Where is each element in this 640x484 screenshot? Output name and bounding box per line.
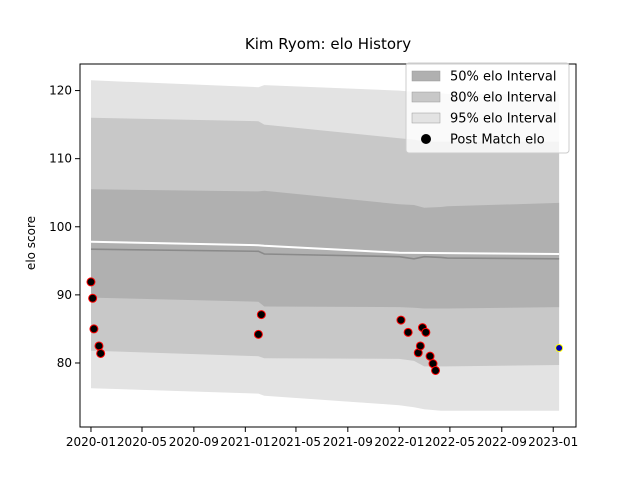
mean-elo-line	[90, 240, 560, 255]
median-elo-line	[90, 248, 560, 260]
chart-title: Kim Ryom: elo History	[245, 35, 411, 53]
legend-label-3: 95% elo Interval	[450, 112, 557, 127]
legend-label-1: 50% elo Interval	[450, 70, 557, 85]
x-tick-label-3: 2020-09	[169, 435, 219, 449]
legend-label-4: Post Match elo	[450, 133, 545, 148]
y-tick-label-2: 90	[57, 288, 72, 302]
post-match-elo-point-11	[415, 341, 425, 351]
x-tick-label-7: 2022-01	[374, 435, 424, 449]
legend-label-2: 80% elo Interval	[450, 91, 557, 106]
post-match-elo-point-2	[88, 293, 98, 303]
legend-box	[405, 62, 570, 154]
x-tick-label-5: 2021-05	[271, 435, 321, 449]
legend-swatch-3	[411, 112, 441, 124]
post-match-elo-point-6	[253, 329, 263, 339]
current-elo-point	[555, 343, 564, 352]
legend-swatch-2	[411, 91, 441, 103]
post-match-elo-point-7	[256, 310, 266, 320]
legend-marker-4	[421, 134, 431, 144]
x-tick-label-4: 2021-01	[220, 435, 270, 449]
post-match-elo-point-3	[89, 324, 99, 334]
x-tick-label-1: 2020-01	[66, 435, 116, 449]
post-match-elo-point-16	[431, 365, 441, 375]
y-tick-label-5: 120	[49, 84, 72, 98]
x-tick-label-8: 2022-05	[425, 435, 475, 449]
x-tick-label-2: 2020-05	[117, 435, 167, 449]
x-tick-label-10: 2023-01	[528, 435, 578, 449]
post-match-elo-point-8	[396, 315, 406, 325]
x-tick-label-9: 2022-09	[477, 435, 527, 449]
post-match-elo-point-14	[425, 351, 435, 361]
y-tick-label-4: 110	[49, 152, 72, 166]
y-tick-label-1: 80	[57, 356, 72, 370]
post-match-elo-point-5	[96, 348, 106, 358]
x-tick-label-6: 2021-09	[323, 435, 373, 449]
plot-frame	[79, 63, 577, 428]
post-match-elo-point-4	[94, 341, 104, 351]
post-match-elo-point-9	[403, 327, 413, 337]
y-tick-label-3: 100	[49, 220, 72, 234]
post-match-elo-point-1	[86, 277, 96, 287]
post-match-elo-point-13	[421, 327, 431, 337]
y-axis-label: elo score	[24, 216, 38, 270]
legend-swatch-1	[411, 70, 441, 82]
